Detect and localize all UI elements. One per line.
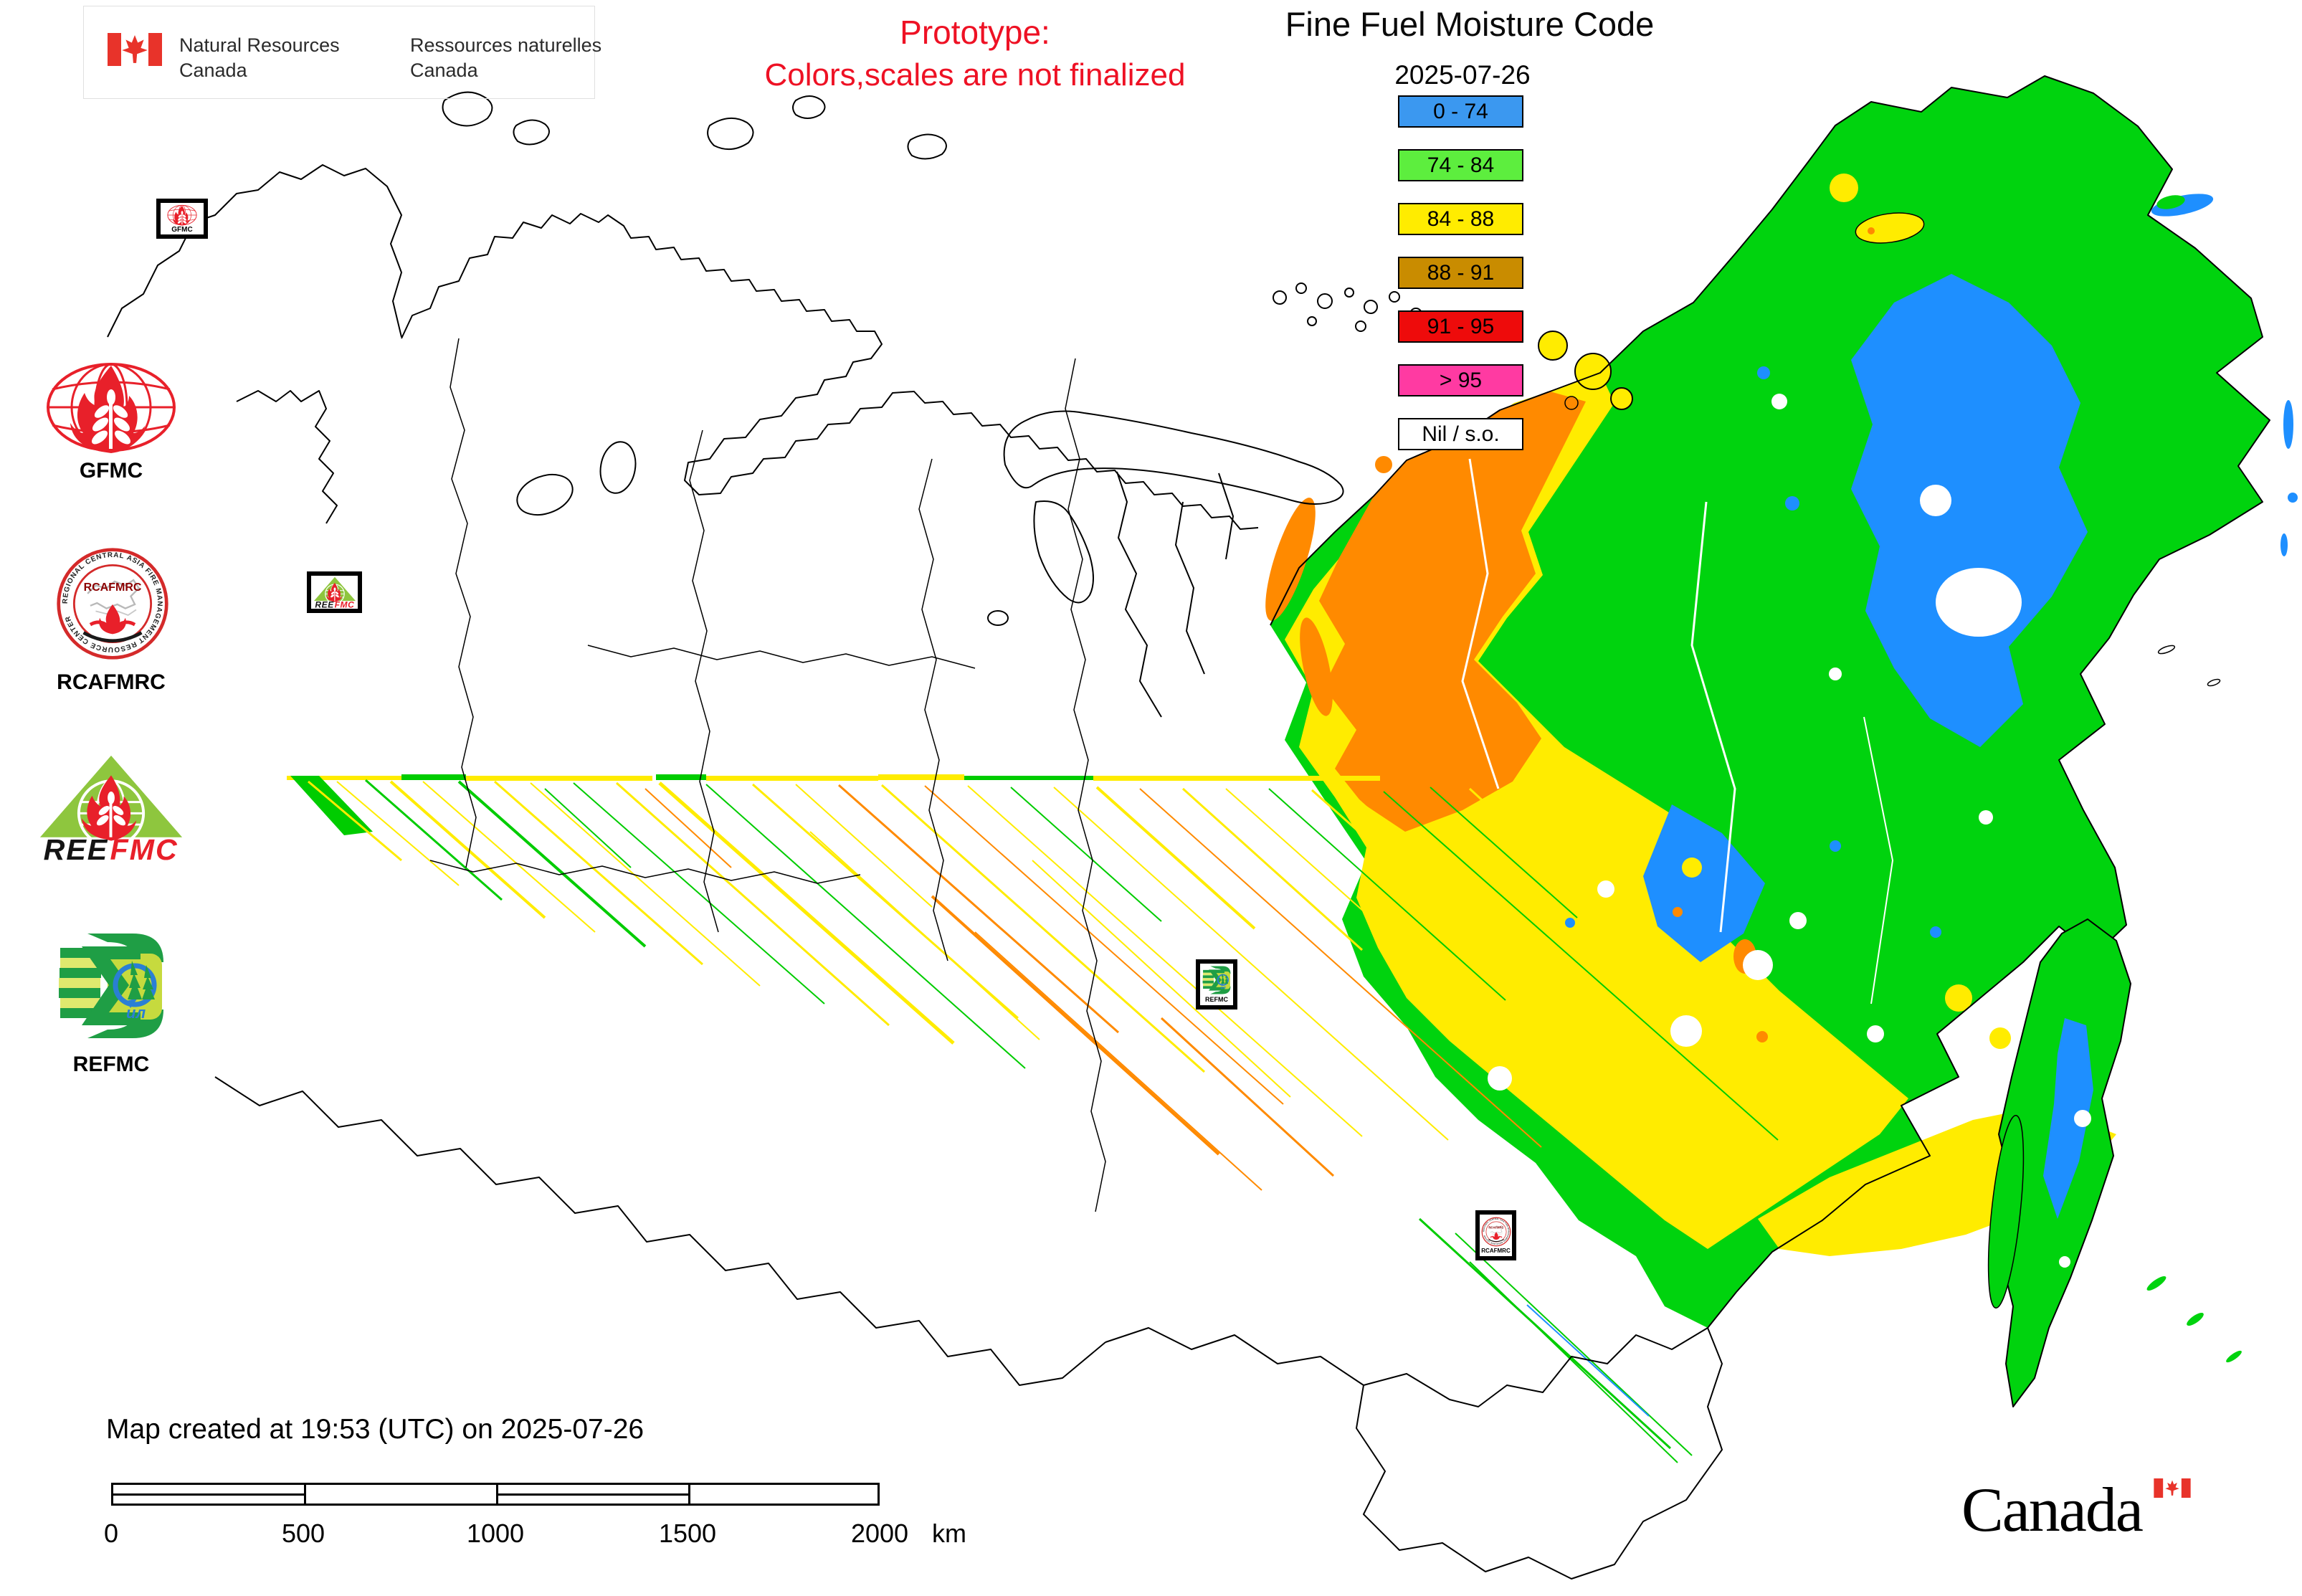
legend-item-nil: Nil / s.o. (1398, 418, 1523, 450)
prototype-notice: Prototype: Colors,scales are not finaliz… (667, 13, 1283, 93)
nrcan-en-line1: Natural Resources (179, 34, 340, 56)
legend-item-91-95: 91 - 95 (1398, 310, 1523, 343)
refmc-logo (57, 932, 165, 1040)
rcafmrc-logo-label: RCAFMRC (57, 670, 166, 694)
rcafmrc-marker-icon (1481, 1217, 1511, 1247)
refmc-marker-icon (1202, 966, 1231, 994)
scale-tick-2000: 2000 (850, 1519, 909, 1548)
far-east-patches (2043, 194, 2298, 1363)
gfmc-logo (43, 357, 179, 457)
nrcan-fr-line1: Ressources naturelles (410, 34, 602, 56)
map-marker-refmc: REFMC (1196, 959, 1237, 1010)
legend-item-gt-95: > 95 (1398, 364, 1523, 396)
map-marker-rcafmrc: RCAFMRC (1475, 1210, 1516, 1260)
prototype-notice-line1: Prototype: (900, 14, 1050, 51)
reefmc-marker-icon (313, 576, 357, 609)
scale-tick-1500: 1500 (658, 1519, 717, 1548)
gfmc-marker-label: GFMC (171, 226, 193, 234)
rcafmrc-logo (55, 546, 170, 661)
map-date: 2025-07-26 (1394, 60, 1531, 90)
legend-item-74-84: 74 - 84 (1398, 149, 1523, 181)
legend-item-84-88: 84 - 88 (1398, 203, 1523, 235)
gfmc-marker-icon (163, 204, 201, 227)
scale-tick-500: 500 (281, 1519, 325, 1548)
rcafmrc-marker-label: RCAFMRC (1481, 1248, 1511, 1254)
scale-bar (111, 1483, 880, 1506)
nrcan-name-english: Natural Resources Canada (179, 33, 340, 83)
scale-unit: km (932, 1519, 966, 1548)
map-marker-reefmc (307, 571, 362, 613)
ffmc-raster (1265, 76, 2270, 1328)
canada-wordmark: Canada (1961, 1476, 2144, 1545)
nrcan-signature-frame (83, 6, 595, 99)
prototype-notice-line2: Colors,scales are not finalized (764, 57, 1186, 92)
refmc-marker-label: REFMC (1205, 996, 1228, 1003)
legend-item-0-74: 0 - 74 (1398, 95, 1523, 128)
map-marker-gfmc: GFMC (156, 199, 208, 239)
canada-flag-icon (108, 33, 162, 66)
map-created-text: Map created at 19:53 (UTC) on 2025-07-26 (106, 1414, 645, 1445)
nrcan-en-line2: Canada (179, 60, 247, 82)
legend-item-88-91: 88 - 91 (1398, 257, 1523, 289)
scale-tick-1000: 1000 (466, 1519, 525, 1548)
nrcan-name-french: Ressources naturelles Canada (410, 33, 601, 83)
canada-wordmark-flag-icon (2154, 1478, 2191, 1498)
page-title: Fine Fuel Moisture Code (1285, 5, 1655, 43)
ffmc-legend: 0 - 74 74 - 84 84 - 88 88 - 91 91 - 95 >… (1398, 95, 1524, 472)
nrcan-fr-line2: Canada (410, 60, 478, 82)
refmc-logo-label: REFMC (72, 1053, 150, 1076)
reefmc-logo (37, 751, 185, 864)
gfmc-logo-label: GFMC (79, 459, 143, 483)
scale-tick-0: 0 (103, 1519, 119, 1548)
